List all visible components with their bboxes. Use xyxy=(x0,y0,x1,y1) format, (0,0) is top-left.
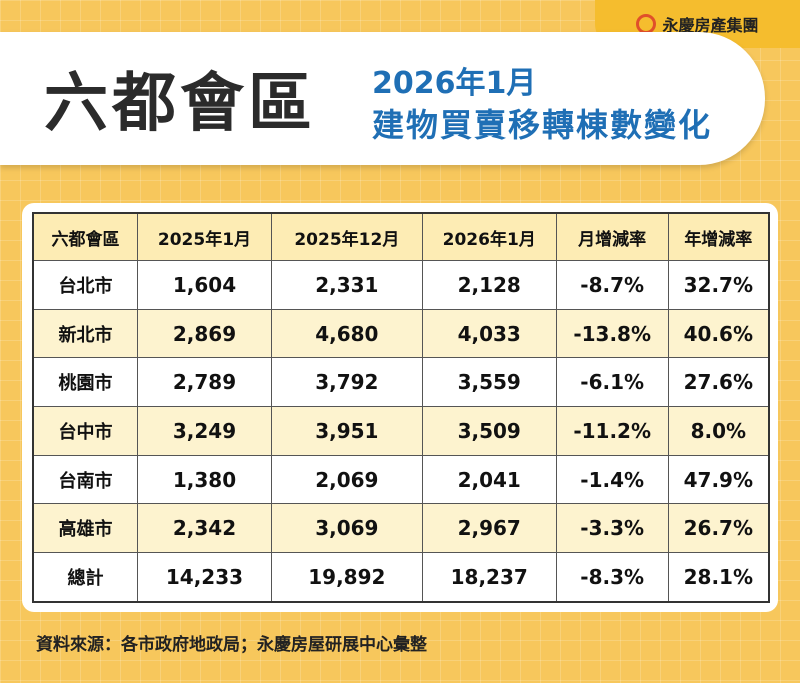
table-cell: 台南市 xyxy=(32,454,138,505)
table-cell: 2,967 xyxy=(421,503,557,553)
table-cell: 高雄市 xyxy=(32,503,138,553)
table-cell: 4,033 xyxy=(421,308,557,359)
table-cell: -6.1% xyxy=(555,357,669,408)
table-cell: 1,380 xyxy=(137,454,272,505)
header-row: 六都會區 2025年1月 2025年12月 2026年1月 月增減率 年增減率 xyxy=(32,212,770,262)
table-row: 新北市 2,869 4,680 4,033 -13.8% 40.6% xyxy=(32,308,770,359)
subtitle-date: 2026年1月 xyxy=(372,66,537,101)
table-cell: 3,792 xyxy=(270,357,423,408)
table-cell: -1.4% xyxy=(555,454,669,505)
table-cell: 3,249 xyxy=(137,406,272,456)
table-cell: 桃園市 xyxy=(32,357,138,408)
column-header: 年增減率 xyxy=(667,212,770,262)
table-cell: 新北市 xyxy=(32,308,138,359)
table-cell: 8.0% xyxy=(667,406,770,456)
table-row: 台北市 1,604 2,331 2,128 -8.7% 32.7% xyxy=(32,260,770,310)
table-cell: 4,680 xyxy=(270,308,423,359)
brand-logo xyxy=(636,14,657,34)
source-note: 資料來源：各市政府地政局；永慶房屋研展中心彙整 xyxy=(36,635,427,655)
table-cell: -13.8% xyxy=(555,308,669,359)
table-row: 總計 14,233 19,892 18,237 -8.3% 28.1% xyxy=(32,551,770,603)
table-cell: -3.3% xyxy=(555,503,669,553)
table-cell: 47.9% xyxy=(667,454,770,505)
table-cell: 2,128 xyxy=(421,260,557,310)
table-cell: 18,237 xyxy=(421,551,557,603)
table-row: 高雄市 2,342 3,069 2,967 -3.3% 26.7% xyxy=(32,503,770,553)
table-cell: 3,509 xyxy=(421,406,557,456)
table-cell: 1,604 xyxy=(137,260,272,310)
subtitle: 建物買賣移轉棟數變化 xyxy=(372,106,713,144)
table-row: 桃園市 2,789 3,792 3,559 -6.1% 27.6% xyxy=(32,357,770,408)
column-header: 六都會區 xyxy=(32,212,138,262)
table-cell: 32.7% xyxy=(667,260,770,310)
table-cell: 2,789 xyxy=(137,357,272,408)
table-cell: 14,233 xyxy=(137,551,272,603)
table-cell: 2,069 xyxy=(270,454,423,505)
column-header: 月增減率 xyxy=(555,212,669,262)
column-header: 2025年1月 xyxy=(137,212,272,262)
column-header: 2025年12月 xyxy=(270,212,423,262)
table-cell: 3,951 xyxy=(270,406,423,456)
table-row: 台南市 1,380 2,069 2,041 -1.4% 47.9% xyxy=(32,454,770,505)
table-cell: 27.6% xyxy=(667,357,770,408)
table-cell: 28.1% xyxy=(667,551,770,603)
table-cell: 2,342 xyxy=(137,503,272,553)
table-cell: 40.6% xyxy=(667,308,770,359)
brand-name: 永慶房產集團 xyxy=(662,16,759,35)
table-cell: 19,892 xyxy=(270,551,423,603)
table-cell: -8.3% xyxy=(555,551,669,603)
column-header: 2026年1月 xyxy=(421,212,557,262)
table-cell: 2,331 xyxy=(270,260,423,310)
header-band xyxy=(0,32,765,165)
table-cell: 總計 xyxy=(32,551,138,603)
table-cell: 2,869 xyxy=(137,308,272,359)
table-row: 台中市 3,249 3,951 3,509 -11.2% 8.0% xyxy=(32,406,770,456)
table-card: 六都會區 2025年1月 2025年12月 2026年1月 月增減率 年增減率 台北市 1,6… xyxy=(22,203,778,612)
table-cell: 26.7% xyxy=(667,503,770,553)
table-cell: -11.2% xyxy=(555,406,669,456)
table-cell: 台北市 xyxy=(32,260,138,310)
table-cell: 台中市 xyxy=(32,406,138,456)
table-cell: -8.7% xyxy=(555,260,669,310)
title: 六都會區 xyxy=(44,67,316,141)
table-cell: 3,559 xyxy=(421,357,557,408)
table-cell: 3,069 xyxy=(270,503,423,553)
data-table: 六都會區 2025年1月 2025年12月 2026年1月 月增減率 年增減率 台北市 1,6… xyxy=(32,212,770,603)
table-cell: 2,041 xyxy=(421,454,557,505)
